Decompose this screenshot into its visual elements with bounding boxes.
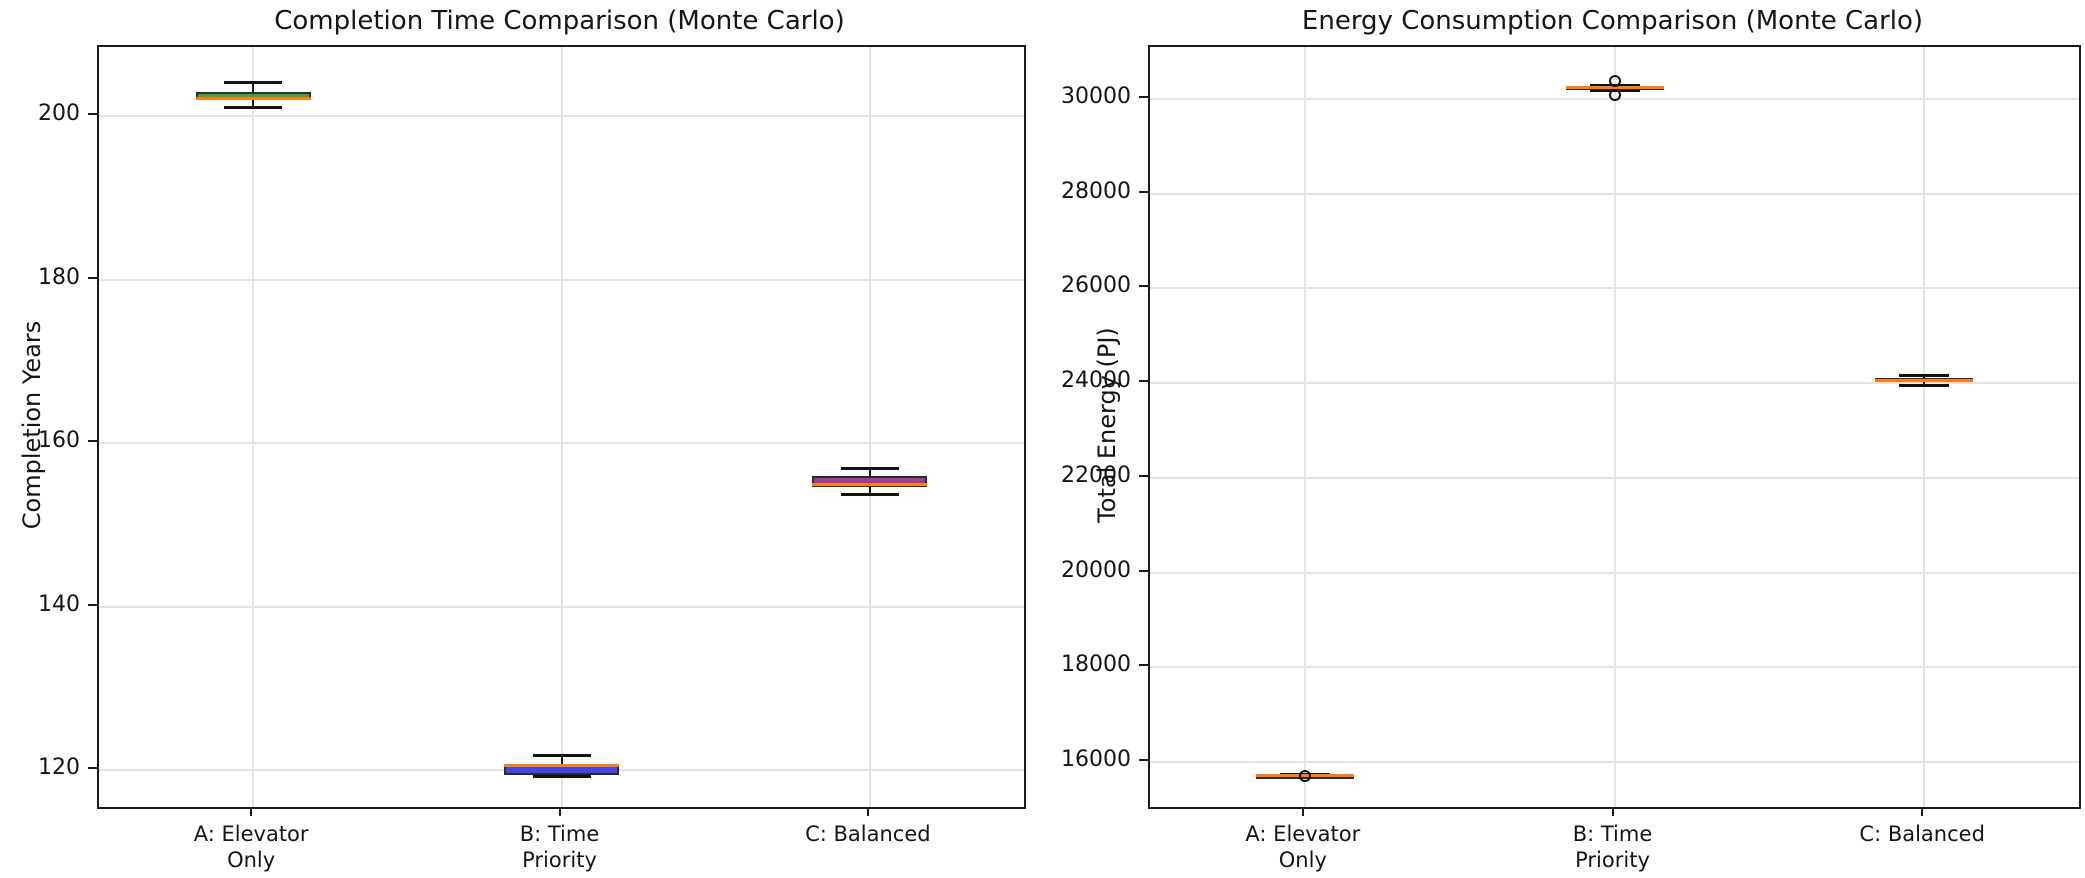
x-tick-label: C: Balanced (1772, 821, 2072, 847)
x-tick-label-line: B: Time (1572, 822, 1653, 846)
whisker-cap-lower (840, 492, 899, 496)
median-line (812, 483, 928, 487)
outlier-point (1608, 88, 1621, 101)
whisker-upper (868, 468, 871, 477)
y-axis-label: Total Energy (PJ) (1093, 327, 1121, 523)
gridline-vertical (560, 47, 563, 807)
y-tick-mark (1139, 569, 1148, 572)
y-tick-label: 18000 (1061, 652, 1131, 678)
median-line (1875, 378, 1974, 382)
y-tick-mark (1139, 96, 1148, 99)
whisker-cap-lower (1899, 383, 1950, 387)
x-tick-label-line: Priority (1575, 848, 1650, 872)
whisker-lower (1923, 381, 1926, 386)
y-tick-label: 16000 (1061, 747, 1131, 772)
gridline-vertical (252, 47, 255, 807)
gridline-vertical (868, 47, 871, 807)
whisker-upper (560, 755, 563, 765)
x-tick-label-line: A: Elevator (1245, 822, 1361, 846)
gridline-vertical (1613, 47, 1616, 807)
y-tick-label: 30000 (1061, 84, 1131, 110)
y-tick-mark (1139, 759, 1148, 761)
y-tick-label: 28000 (1061, 178, 1131, 204)
chart-title: Completion Time Comparison (Monte Carlo) (274, 6, 845, 36)
outlier-point (1298, 769, 1311, 782)
gridline-vertical (1303, 47, 1306, 807)
whisker-cap-upper (840, 467, 899, 471)
whisker-lower (868, 486, 871, 494)
y-tick-mark (1139, 380, 1148, 383)
chart-title: Energy Consumption Comparison (Monte Car… (1301, 6, 1924, 36)
y-tick-mark (1139, 285, 1148, 288)
y-tick-mark (1139, 474, 1148, 477)
median-line (504, 763, 619, 767)
y-tick-mark (1139, 190, 1148, 193)
plot-area (1148, 45, 2081, 809)
median-line (195, 96, 311, 100)
whisker-cap-upper (224, 80, 283, 84)
x-tick-label: A: Elevator Only (1153, 821, 1453, 873)
whisker-cap-lower (224, 105, 283, 109)
gridline-vertical (1923, 47, 1926, 807)
whisker-cap-lower (532, 775, 591, 779)
y-tick-mark (1139, 664, 1148, 667)
x-tick-label-line: C: Balanced (1859, 822, 1985, 846)
whisker-upper (252, 82, 255, 92)
whisker-cap-upper (1899, 374, 1950, 378)
outlier-point (1608, 75, 1621, 88)
whisker-lower (252, 100, 255, 108)
x-tick-label: B: Time Priority (1463, 821, 1763, 873)
median-line (1565, 86, 1664, 90)
plot-area (97, 45, 1026, 809)
whisker-cap-upper (532, 754, 591, 758)
x-tick-label-line: Only (1278, 848, 1327, 872)
